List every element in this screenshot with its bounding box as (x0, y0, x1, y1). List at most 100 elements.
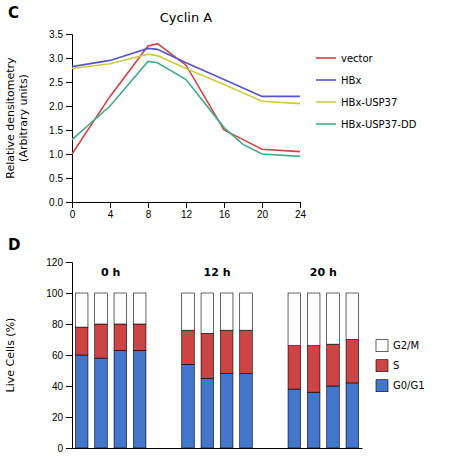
tick-label: 3.5 (49, 29, 63, 40)
legend-label: G0/G1 (393, 380, 425, 391)
bar (327, 344, 340, 386)
bar (95, 293, 108, 324)
tick: 12 (181, 202, 193, 220)
tick: 3.0 (49, 53, 72, 64)
tick: 20 (257, 202, 269, 220)
tick-label: 4 (108, 209, 114, 220)
bar (288, 389, 301, 448)
tick-label: 20 (257, 209, 269, 220)
line (72, 61, 300, 156)
bar (114, 324, 127, 350)
tick: 2.0 (49, 101, 72, 112)
line (72, 44, 300, 154)
axis-line (66, 35, 73, 203)
legend-label: HBx-USP37-DD (341, 119, 417, 130)
line (72, 48, 300, 96)
bar (133, 293, 146, 324)
group-label: 12 h (204, 266, 231, 279)
tick: 16 (219, 202, 231, 220)
tick-label: 8 (146, 209, 152, 220)
legend-item: G2/M (376, 340, 419, 352)
legend-swatch (376, 380, 388, 392)
axis: 0.0 0.5 1.0 1.5 2.0 2.5 3.0 3.5 (49, 29, 72, 208)
tick-mark (66, 355, 72, 356)
bar (307, 346, 320, 393)
tick: 120 (46, 257, 72, 268)
bar (288, 346, 301, 389)
legend-item: HBx (316, 75, 361, 86)
tick: 4 (108, 202, 114, 220)
tick: 8 (146, 202, 152, 220)
bar (182, 330, 195, 364)
tick: 0.0 (49, 197, 72, 208)
axis (73, 448, 363, 449)
legend-swatch (376, 340, 388, 352)
tick: 100 (46, 288, 72, 299)
tick: 3.5 (49, 29, 72, 40)
bar (182, 293, 195, 330)
tick-mark (224, 202, 225, 208)
bar (240, 374, 253, 448)
bar (220, 330, 233, 373)
legend-label: S (393, 360, 399, 371)
tick-mark (66, 82, 72, 83)
bar (307, 293, 320, 346)
legend-label: HBx (341, 75, 361, 86)
tick-label: 0.5 (49, 173, 63, 184)
bar (133, 350, 146, 448)
tick-label: 2.0 (49, 101, 63, 112)
tick-mark (262, 202, 263, 208)
legend-item: HBx-USP37-DD (316, 119, 417, 130)
bar (307, 392, 320, 448)
tick: 0 (57, 443, 72, 454)
tick-label: 100 (46, 288, 63, 299)
tick-label: 16 (219, 209, 231, 220)
bar (288, 293, 301, 346)
tick-label: 120 (46, 257, 63, 268)
legend-swatch (316, 79, 336, 81)
tick-label: 0.0 (49, 197, 63, 208)
tick: 1.5 (49, 125, 72, 136)
axis-line (73, 448, 363, 449)
plot-area (75, 293, 358, 448)
tick-label: 1.5 (49, 125, 63, 136)
tick-label: 1.0 (49, 149, 63, 160)
tick-mark (66, 106, 72, 107)
legend-label: G2/M (393, 340, 419, 351)
tick-mark (110, 202, 111, 208)
tick-mark (300, 202, 301, 208)
bar (220, 374, 233, 448)
y-axis-title: Relative densitometry(Arbitrary units) (4, 57, 30, 179)
legend-label: HBx-USP37 (341, 97, 397, 108)
legend: G2/M S G0/G1 (376, 340, 425, 392)
tick-mark (66, 178, 72, 179)
bar (240, 293, 253, 330)
panel: 020406080100120Live Cells (%)0 h12 h20 h (4, 257, 363, 454)
tick: 80 (52, 319, 72, 330)
bar (75, 327, 88, 355)
legend-swatch (316, 123, 336, 125)
legend-item: G0/G1 (376, 380, 425, 392)
tick-label: 20 (52, 412, 64, 423)
axis: 04812162024 (70, 202, 307, 220)
axis: 020406080100120 (46, 257, 72, 454)
bar (133, 324, 146, 350)
tick-label: 3.0 (49, 53, 63, 64)
plot-area (72, 44, 300, 157)
tick-mark (186, 202, 187, 208)
y-axis-title: Live Cells (%) (4, 318, 17, 393)
bar (182, 364, 195, 448)
group-label: 20 h (310, 266, 337, 279)
bar (346, 340, 359, 383)
panel: 048121620240.00.51.01.52.02.53.03.5Cycli… (4, 10, 306, 220)
tick-mark (148, 202, 149, 208)
bar (240, 330, 253, 373)
tick-mark (66, 324, 72, 325)
tick-label: 60 (52, 350, 64, 361)
bar (201, 293, 214, 333)
legend-item: S (376, 360, 399, 372)
tick-mark (66, 417, 72, 418)
panel-label: C (8, 4, 19, 22)
tick-label: 2.5 (49, 77, 63, 88)
tick-mark (66, 293, 72, 294)
